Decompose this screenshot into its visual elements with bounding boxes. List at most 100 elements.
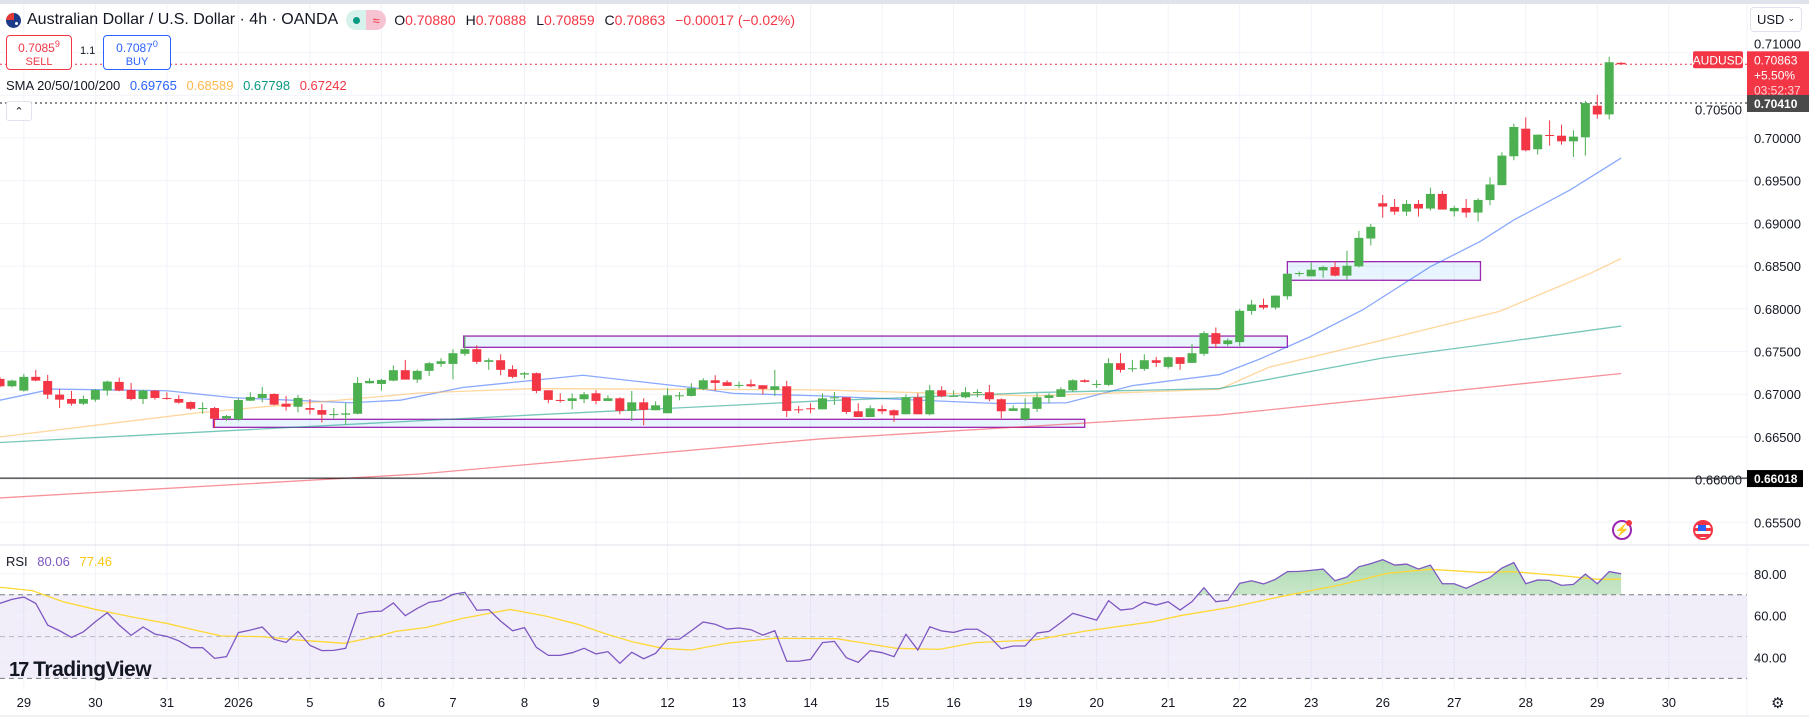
candle-up[interactable] xyxy=(257,386,267,403)
candle-up[interactable] xyxy=(1509,123,1519,161)
candle-down[interactable] xyxy=(400,359,410,380)
candle-down[interactable] xyxy=(55,388,65,409)
candle-down[interactable] xyxy=(782,380,792,418)
us-economic-event-icon[interactable] xyxy=(1693,520,1713,540)
candle-up[interactable] xyxy=(1318,265,1328,278)
candle-up[interactable] xyxy=(1199,331,1209,356)
candle-up[interactable] xyxy=(1604,56,1614,120)
candle-up[interactable] xyxy=(1568,130,1578,157)
candle-down[interactable] xyxy=(305,398,315,415)
candle-down[interactable] xyxy=(1390,198,1400,215)
candle-up[interactable] xyxy=(674,391,684,401)
candle-down[interactable] xyxy=(1521,117,1531,152)
candle-up[interactable] xyxy=(972,389,982,398)
candle-up[interactable] xyxy=(1342,250,1352,280)
zone-rectangle[interactable] xyxy=(463,335,1289,348)
market-status-pill[interactable]: ≈ xyxy=(346,10,387,30)
candle-up[interactable] xyxy=(460,335,470,356)
candle-down[interactable] xyxy=(722,380,732,386)
candle-down[interactable] xyxy=(531,372,541,394)
tradingview-logo[interactable]: 17 TradingView xyxy=(9,658,152,682)
candle-down[interactable] xyxy=(1080,379,1090,383)
candle-down[interactable] xyxy=(1211,327,1221,349)
candle-down[interactable] xyxy=(1616,62,1626,65)
candle-up[interactable] xyxy=(329,408,339,419)
candle-down[interactable] xyxy=(496,354,506,376)
candle-down[interactable] xyxy=(877,405,887,414)
candle-down[interactable] xyxy=(841,397,851,414)
candle-up[interactable] xyxy=(1294,271,1304,277)
candle-up[interactable] xyxy=(1473,198,1483,222)
candle-down[interactable] xyxy=(126,382,136,401)
candle-down[interactable] xyxy=(937,386,947,398)
candle-up[interactable] xyxy=(698,378,708,391)
candle-down[interactable] xyxy=(114,377,124,392)
candle-down[interactable] xyxy=(1151,356,1161,367)
candle-up[interactable] xyxy=(627,390,637,421)
candle-up[interactable] xyxy=(1533,134,1543,155)
candle-up[interactable] xyxy=(1044,393,1054,404)
candle-up[interactable] xyxy=(341,402,351,425)
candle-up[interactable] xyxy=(102,380,112,396)
candle-up[interactable] xyxy=(651,401,661,411)
zone-rectangle[interactable] xyxy=(212,418,1086,428)
candle-up[interactable] xyxy=(198,402,208,414)
candle-up[interactable] xyxy=(1020,398,1030,421)
candle-up[interactable] xyxy=(388,365,398,382)
candle-down[interactable] xyxy=(186,401,196,411)
candle-down[interactable] xyxy=(889,409,899,422)
candle-down[interactable] xyxy=(210,407,220,429)
candle-up[interactable] xyxy=(925,384,935,416)
candle-up[interactable] xyxy=(1032,393,1042,412)
candle-down[interactable] xyxy=(1461,198,1471,218)
candle-up[interactable] xyxy=(221,415,231,421)
candle-up[interactable] xyxy=(436,358,446,367)
candle-up[interactable] xyxy=(424,361,434,376)
candle-up[interactable] xyxy=(949,390,959,397)
candle-up[interactable] xyxy=(1068,379,1078,392)
candle-down[interactable] xyxy=(162,392,172,400)
candle-up[interactable] xyxy=(1449,205,1459,217)
candle-up[interactable] xyxy=(734,381,744,389)
sell-button[interactable]: 0.70859 SELL xyxy=(6,35,72,70)
candle-down[interactable] xyxy=(269,393,279,406)
candle-down[interactable] xyxy=(1378,194,1388,218)
candle-down[interactable] xyxy=(472,345,482,364)
candle-up[interactable] xyxy=(663,388,673,414)
candle-up[interactable] xyxy=(1104,358,1114,386)
candle-up[interactable] xyxy=(961,387,971,399)
candle-up[interactable] xyxy=(138,389,148,405)
candle-up[interactable] xyxy=(412,369,422,383)
currency-select[interactable]: USD ⌄ xyxy=(1750,7,1802,32)
collapse-legend-button[interactable]: ⌃ xyxy=(6,101,32,121)
candle-up[interactable] xyxy=(233,397,243,421)
candle-up[interactable] xyxy=(817,393,827,410)
symbol-title[interactable]: Australian Dollar / U.S. Dollar · 4h · O… xyxy=(27,11,339,28)
candle-down[interactable] xyxy=(710,375,720,391)
candle-up[interactable] xyxy=(1366,223,1376,246)
candle-up[interactable] xyxy=(448,349,458,380)
candle-up[interactable] xyxy=(1354,230,1364,268)
candle-down[interactable] xyxy=(758,385,768,395)
candle-up[interactable] xyxy=(686,383,696,397)
candle-up[interactable] xyxy=(1306,262,1316,277)
candle-down[interactable] xyxy=(913,393,923,415)
candle-down[interactable] xyxy=(1115,353,1125,373)
candle-up[interactable] xyxy=(1223,338,1233,347)
candle-down[interactable] xyxy=(984,384,994,402)
candle-up[interactable] xyxy=(19,373,29,392)
candle-down[interactable] xyxy=(281,395,291,411)
candle-up[interactable] xyxy=(1008,405,1018,411)
candle-up[interactable] xyxy=(1497,152,1507,186)
candle-up[interactable] xyxy=(1235,308,1245,347)
candle-down[interactable] xyxy=(1175,357,1185,370)
candle-up[interactable] xyxy=(376,378,386,391)
buy-button[interactable]: 0.70870 BUY xyxy=(103,35,171,70)
candle-down[interactable] xyxy=(1330,261,1340,277)
candle-down[interactable] xyxy=(853,403,863,418)
candle-up[interactable] xyxy=(1282,273,1292,300)
candle-down[interactable] xyxy=(1437,190,1447,210)
candle-down[interactable] xyxy=(543,390,553,404)
candle-up[interactable] xyxy=(78,395,88,406)
